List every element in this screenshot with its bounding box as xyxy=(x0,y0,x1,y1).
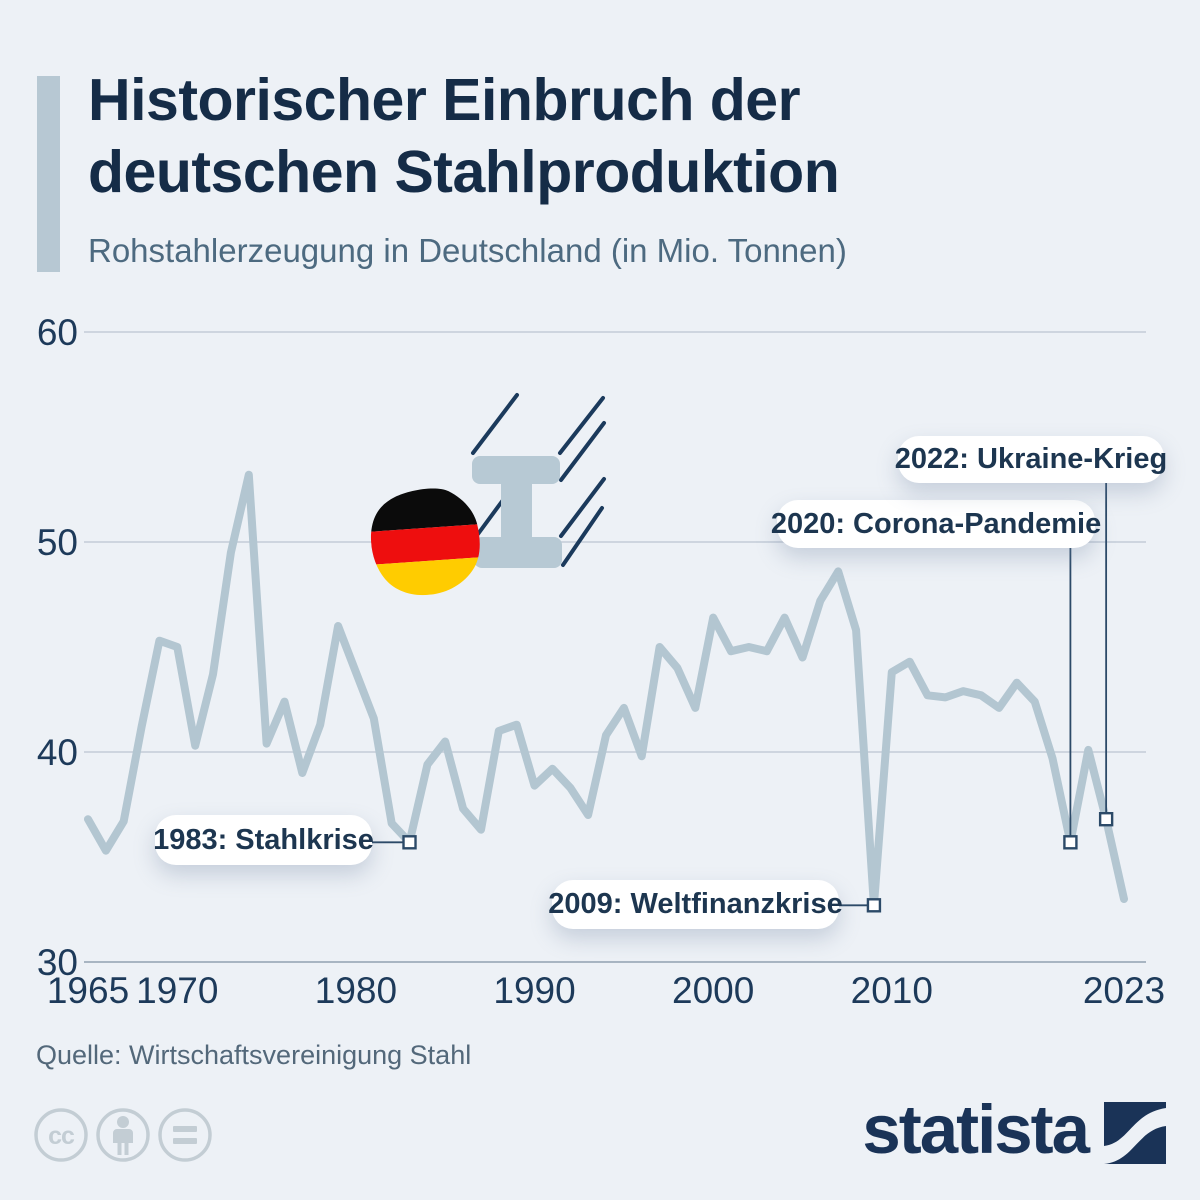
title-line-2: deutschen Stahlproduktion xyxy=(88,139,840,205)
svg-text:cc: cc xyxy=(48,1122,75,1150)
axis-labels: 30 40 50 60 1965 1970 1980 1990 2000 2010 2023 xyxy=(37,312,1165,1011)
statista-wordmark[interactable]: statista xyxy=(862,1091,1090,1168)
x-axis-label-1980: 1980 xyxy=(315,970,397,1011)
gridlines xyxy=(84,331,1146,963)
production-line-series xyxy=(84,470,1128,910)
page-title: Historischer Einbruch der deutschen Stah… xyxy=(88,64,1148,208)
annotation-2020-corona-pandemie: 2020: Corona-Pandemie xyxy=(771,500,1101,548)
speed-lines-icon xyxy=(471,393,606,567)
data-point-marker xyxy=(866,898,882,913)
y-axis-label-50: 50 xyxy=(37,522,78,563)
equals-icon[interactable] xyxy=(158,1108,212,1162)
statista-logo-mark xyxy=(1104,1102,1166,1164)
annotation-callouts xyxy=(372,483,1114,913)
data-series xyxy=(84,470,1128,910)
chart-subtitle: Rohstahlerzeugung in Deutschland (in Mio… xyxy=(88,232,847,269)
x-axis-label-2023: 2023 xyxy=(1083,970,1165,1011)
german-flag-icon xyxy=(367,485,484,599)
y-axis-label-60: 60 xyxy=(37,312,78,353)
x-axis-label-1990: 1990 xyxy=(493,970,575,1011)
annotation-1983-stahlkrise: 1983: Stahlkrise xyxy=(153,815,374,865)
source-note: Quelle: Wirtschaftsvereinigung Stahl xyxy=(36,1040,472,1070)
cc-icon[interactable]: cc xyxy=(34,1108,88,1162)
data-point-marker xyxy=(1098,812,1114,827)
flag-black-stripe xyxy=(367,485,484,533)
y-axis-label-30: 30 xyxy=(37,942,78,983)
title-line-1: Historischer Einbruch der xyxy=(88,67,801,133)
x-axis-label-2000: 2000 xyxy=(672,970,754,1011)
cc-license-icons[interactable]: cc xyxy=(34,1108,212,1162)
x-axis-label-2010: 2010 xyxy=(851,970,933,1011)
x-axis-label-1965: 1965 xyxy=(47,970,129,1011)
title-accent-bar xyxy=(37,76,60,272)
y-axis-label-40: 40 xyxy=(37,732,78,773)
attribution-person-icon[interactable] xyxy=(96,1108,150,1162)
annotation-2022-ukraine-krieg: 2022: Ukraine-Krieg xyxy=(895,436,1167,483)
data-point-marker xyxy=(1063,835,1078,850)
steel-ibeam-icon xyxy=(472,456,562,568)
data-point-marker xyxy=(402,835,417,850)
annotation-2009-weltfinanzkrise: 2009: Weltfinanzkrise xyxy=(548,880,843,929)
flag-red-stripe xyxy=(367,523,484,566)
x-axis-label-1970: 1970 xyxy=(136,970,218,1011)
